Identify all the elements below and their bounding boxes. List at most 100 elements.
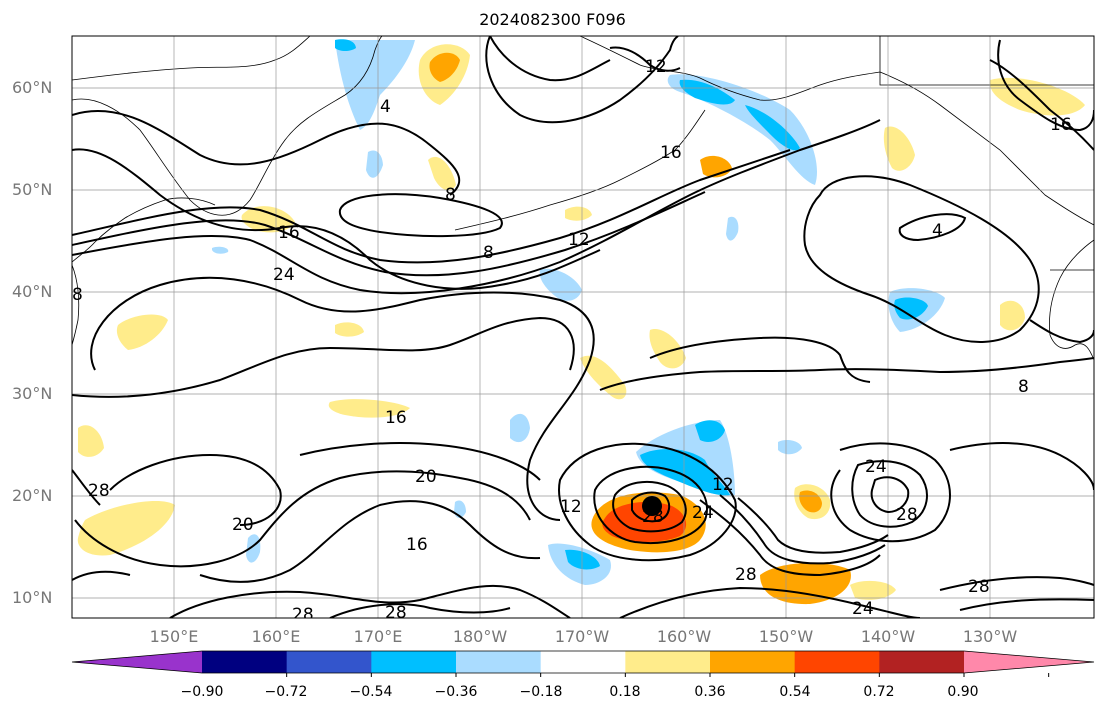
- contour-line: [593, 466, 708, 544]
- contour-label: 8: [483, 243, 494, 263]
- positive-anomaly: [78, 425, 104, 457]
- contour-line: [830, 442, 951, 543]
- contour-label: 12: [568, 230, 590, 250]
- contour-line: [959, 598, 1094, 611]
- coastline-siberia: [72, 36, 311, 81]
- lon-label: 150°E: [149, 627, 199, 646]
- positive-anomaly: [565, 206, 592, 221]
- colorbar-segment: [625, 651, 711, 673]
- lat-label: 20°N: [12, 486, 53, 505]
- contour-line: [619, 586, 921, 618]
- contour-line: [609, 46, 681, 72]
- contour-line: [898, 213, 967, 242]
- contour-label: 12: [560, 497, 582, 517]
- positive-anomaly: [241, 206, 295, 233]
- contour-line: [485, 36, 679, 124]
- positive-anomaly: [428, 156, 456, 191]
- colorbar-tick-label: −0.90: [180, 684, 224, 700]
- contour-line: [803, 175, 1040, 343]
- colorbar-tick-label: −0.36: [434, 684, 478, 700]
- colorbar-extend-low: [72, 651, 202, 673]
- contour-label: 8: [72, 285, 83, 305]
- colorbar-tick-label: −0.18: [519, 684, 563, 700]
- storm-center-marker: [642, 496, 662, 516]
- contour-label: 24: [692, 503, 714, 523]
- contour-line: [72, 191, 706, 277]
- coastline-aleutians: [454, 109, 706, 231]
- contour-label: 28: [385, 603, 407, 623]
- negative-anomaly: [565, 549, 600, 570]
- contour-label-group: 12 16 4 8 12 16 24 4 8 16 20 16 20 12 28…: [72, 57, 1072, 623]
- colorbar-tick-label: 0.36: [694, 684, 726, 700]
- contour-label: 4: [932, 221, 943, 241]
- map-title: 2024082300 F096: [479, 10, 626, 29]
- contour-label: 4: [380, 97, 391, 117]
- contour-label: 16: [406, 535, 428, 555]
- contour-label: 12: [712, 475, 734, 495]
- colorbar-segment: [202, 651, 288, 673]
- lon-label: 160°E: [251, 627, 301, 646]
- contour-line: [72, 148, 601, 290]
- positive-anomaly: [116, 314, 168, 350]
- contour-line: [72, 149, 791, 264]
- contour-line: [72, 316, 575, 398]
- contour-label: 16: [278, 223, 300, 243]
- contour-line: [90, 276, 595, 521]
- contour-lines: [72, 36, 1094, 618]
- coastline-na-west: [1049, 239, 1094, 361]
- coastline-kuril: [72, 197, 216, 263]
- shaded-field: [77, 39, 1085, 605]
- negative-anomaly: [640, 448, 730, 496]
- colorbar-tick-label: 0.18: [609, 684, 641, 700]
- colorbar-segment: [371, 651, 457, 673]
- negative-anomaly: [695, 420, 725, 442]
- graticule: [72, 36, 1094, 618]
- contour-line: [299, 442, 541, 481]
- contour-line: [338, 193, 503, 238]
- negative-anomaly: [539, 268, 582, 301]
- lon-label: 180°W: [452, 627, 508, 646]
- contour-label: 20: [415, 467, 437, 487]
- contour-label: 24: [273, 265, 295, 285]
- contour-line: [631, 491, 671, 523]
- contour-line: [719, 494, 886, 565]
- lat-label: 40°N: [12, 282, 53, 301]
- positive-anomaly: [602, 502, 687, 542]
- lon-label: 160°W: [656, 627, 712, 646]
- border-line: [879, 36, 1094, 86]
- contour-line: [989, 59, 1094, 151]
- contour-line: [649, 336, 871, 383]
- contour-label: 20: [232, 515, 254, 535]
- positive-anomaly: [335, 322, 364, 337]
- contour-line: [558, 442, 737, 562]
- colorbar-tick-label: 0.90: [947, 684, 979, 700]
- contour-line: [109, 453, 282, 526]
- contour-label: 28: [896, 505, 918, 525]
- negative-anomaly: [510, 413, 530, 443]
- contour-line: [699, 499, 881, 577]
- contour-line: [851, 460, 928, 528]
- colorbar-tick-label: −0.54: [349, 684, 393, 700]
- colorbar-tick-label: −0.72: [264, 684, 308, 700]
- contour-label: 28: [88, 481, 110, 501]
- positive-anomaly: [1000, 300, 1025, 331]
- contour-label: 24: [865, 457, 887, 477]
- contour-label: 28: [735, 565, 757, 585]
- contour-line: [74, 470, 531, 568]
- contour-line: [489, 36, 611, 82]
- lon-label: 140°W: [860, 627, 916, 646]
- colorbar-segment: [286, 651, 372, 673]
- contour-line: [1029, 319, 1094, 344]
- negative-anomaly: [212, 246, 229, 254]
- negative-anomaly: [246, 534, 261, 563]
- colorbar-segment: [540, 651, 626, 673]
- negative-anomaly: [894, 297, 928, 320]
- lon-label: 150°W: [758, 627, 814, 646]
- contour-label: 24: [852, 599, 874, 619]
- positive-anomaly: [649, 329, 686, 369]
- positive-anomaly: [883, 126, 915, 171]
- contour-line: [199, 500, 541, 583]
- colorbar-extend-high: [964, 651, 1094, 673]
- contour-line: [72, 110, 461, 196]
- colorbar-tick-label: 0.72: [863, 684, 895, 700]
